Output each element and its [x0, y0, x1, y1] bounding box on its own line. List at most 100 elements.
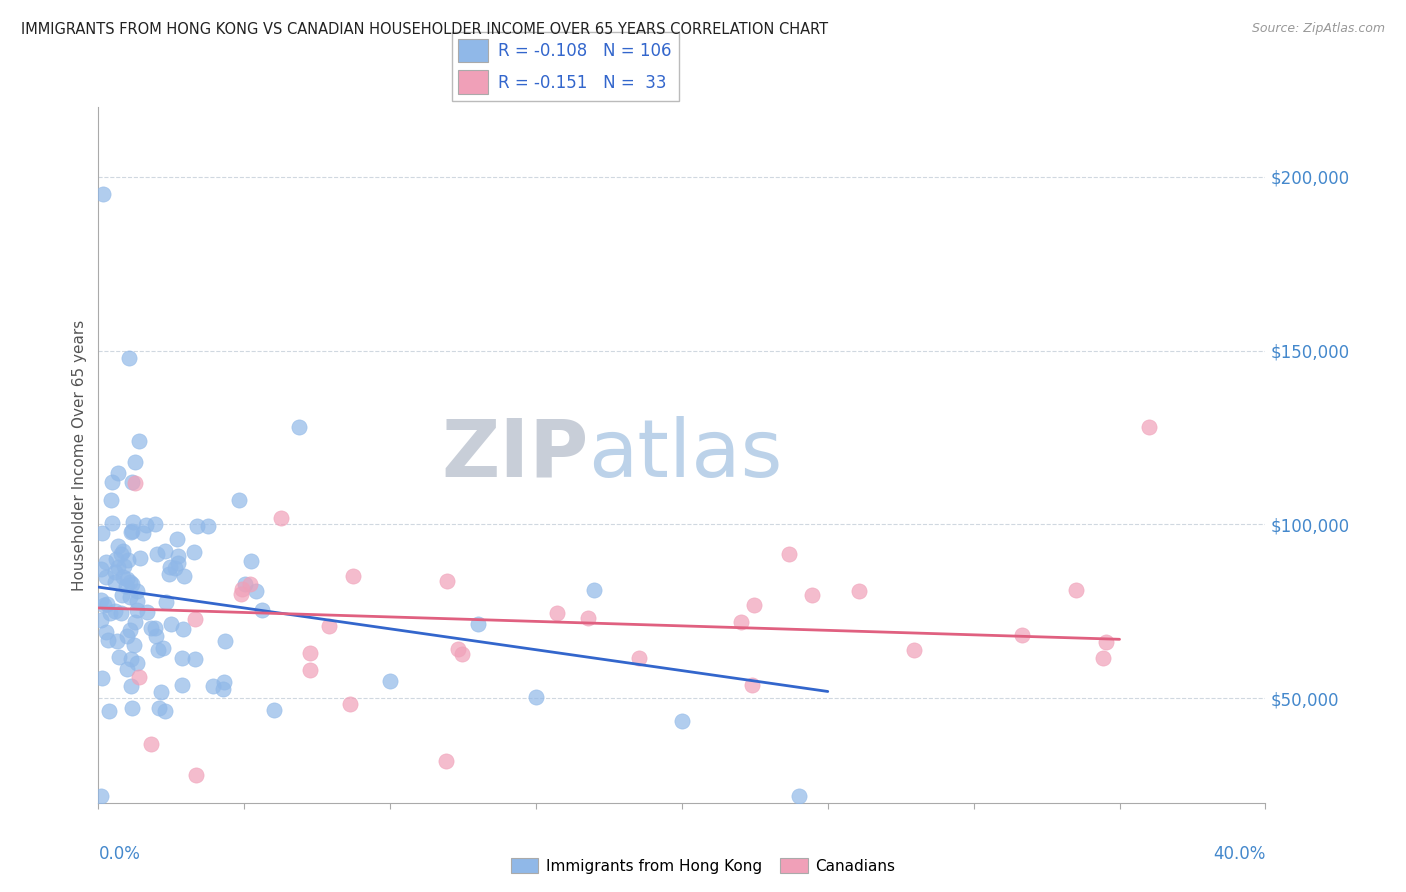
Point — [94, 570, 117, 584]
Point — [152, 640, 174, 655]
Point — [1091, 650, 1114, 665]
Point — [118, 574, 141, 589]
Point — [546, 606, 568, 620]
Point — [1137, 420, 1160, 434]
Point — [90, 562, 112, 576]
Point — [214, 675, 236, 690]
Point — [184, 652, 207, 666]
Point — [91, 187, 114, 202]
Point — [111, 543, 134, 558]
Point — [787, 789, 810, 803]
Text: ZIP: ZIP — [441, 416, 589, 494]
Point — [120, 524, 142, 539]
Point — [101, 516, 124, 530]
Point — [115, 572, 138, 586]
Point — [124, 615, 146, 629]
Point — [104, 565, 127, 579]
Point — [118, 591, 141, 605]
Point — [250, 602, 273, 616]
Point — [848, 584, 870, 599]
Point — [231, 587, 253, 601]
Point — [115, 629, 138, 643]
Point — [239, 554, 262, 568]
Point — [129, 550, 152, 565]
Point — [186, 518, 208, 533]
Point — [159, 560, 181, 574]
Point — [239, 576, 262, 591]
Point — [135, 605, 157, 619]
Point — [143, 621, 166, 635]
Point — [183, 612, 205, 626]
Point — [172, 622, 194, 636]
Point — [202, 680, 225, 694]
Point — [299, 647, 322, 661]
Point — [467, 617, 489, 632]
Legend: R = -0.108   N = 106, R = -0.151   N =  33: R = -0.108 N = 106, R = -0.151 N = 33 — [451, 32, 679, 101]
Point — [318, 619, 340, 633]
Text: IMMIGRANTS FROM HONG KONG VS CANADIAN HOUSEHOLDER INCOME OVER 65 YEARS CORRELATI: IMMIGRANTS FROM HONG KONG VS CANADIAN HO… — [21, 22, 828, 37]
Point — [730, 615, 752, 630]
Point — [146, 547, 169, 561]
Point — [105, 552, 128, 566]
Point — [90, 592, 112, 607]
Point — [173, 569, 195, 583]
Text: Source: ZipAtlas.com: Source: ZipAtlas.com — [1251, 22, 1385, 36]
Point — [141, 737, 163, 751]
Point — [380, 674, 402, 689]
Point — [111, 570, 134, 584]
Point — [166, 557, 188, 571]
Point — [1011, 627, 1033, 641]
Point — [127, 656, 149, 670]
Point — [110, 547, 132, 561]
Point — [121, 475, 143, 490]
Point — [157, 566, 180, 581]
Point — [235, 577, 257, 591]
Point — [120, 652, 142, 666]
Point — [94, 624, 117, 639]
Point — [339, 697, 361, 711]
Point — [135, 518, 157, 533]
Point — [183, 545, 205, 559]
Point — [148, 701, 170, 715]
Point — [583, 583, 606, 598]
Point — [112, 559, 135, 574]
Point — [127, 594, 149, 608]
Point — [1094, 635, 1116, 649]
Point — [101, 475, 124, 489]
Point — [170, 651, 193, 665]
Point — [97, 632, 120, 647]
Point — [124, 475, 146, 490]
Point — [1064, 583, 1087, 598]
Point — [231, 582, 253, 597]
Point — [524, 690, 547, 704]
Point — [160, 617, 183, 632]
Point — [100, 492, 122, 507]
Point — [94, 555, 117, 569]
Point — [228, 492, 250, 507]
Point — [671, 714, 693, 728]
Point — [90, 789, 112, 803]
Point — [167, 549, 190, 563]
Point — [120, 624, 142, 638]
Point — [104, 604, 127, 618]
Point — [91, 671, 114, 685]
Point — [110, 606, 132, 620]
Point — [100, 607, 122, 621]
Point — [172, 678, 194, 692]
Point — [118, 351, 141, 365]
Point — [121, 701, 143, 715]
Text: 40.0%: 40.0% — [1213, 845, 1265, 863]
Point — [124, 455, 146, 469]
Point — [186, 768, 208, 782]
Point — [146, 642, 169, 657]
Point — [127, 584, 149, 599]
Point — [111, 588, 134, 602]
Point — [434, 754, 457, 768]
Point — [165, 560, 187, 574]
Point — [107, 467, 129, 481]
Point — [122, 516, 145, 530]
Point — [627, 651, 650, 665]
Point — [104, 575, 127, 590]
Point — [127, 603, 149, 617]
Point — [97, 704, 120, 718]
